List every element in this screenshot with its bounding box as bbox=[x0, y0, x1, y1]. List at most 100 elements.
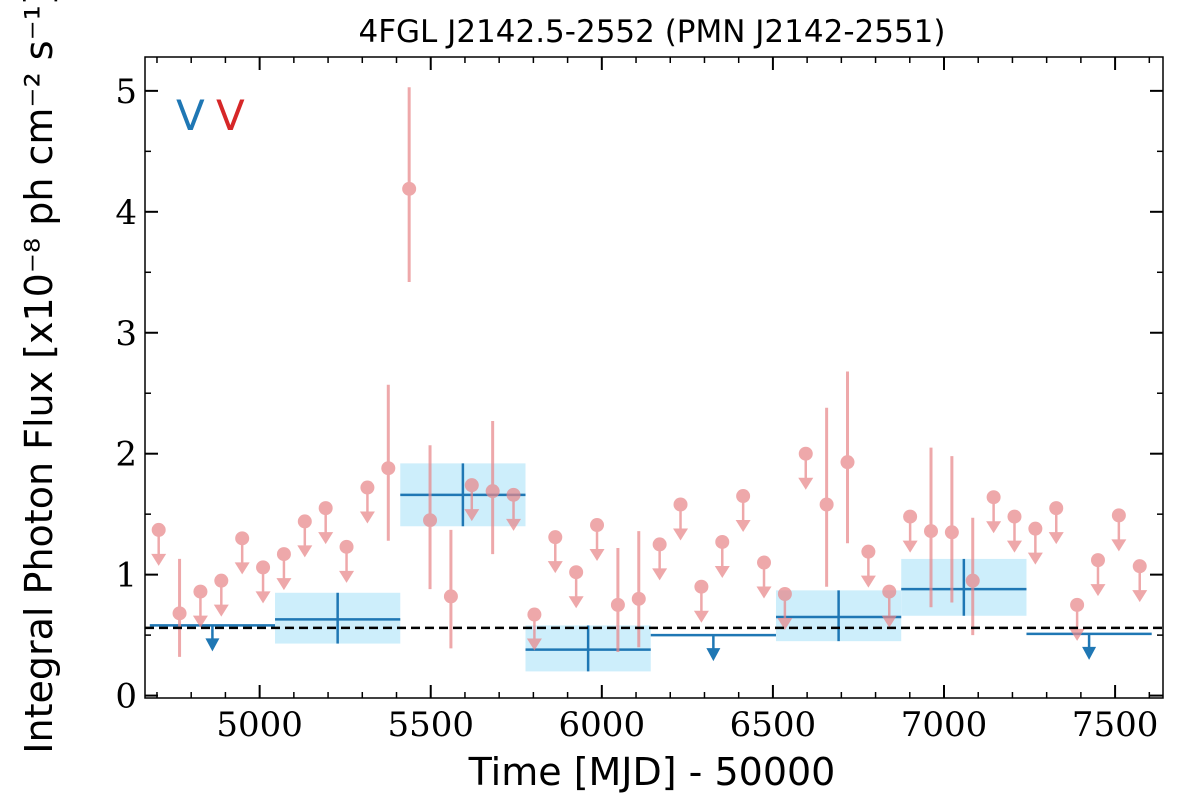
short-bin-point bbox=[610, 548, 625, 653]
short-bin-point bbox=[840, 371, 855, 544]
short-bin-point bbox=[923, 447, 938, 608]
x-tick-label: 5500 bbox=[387, 705, 474, 745]
short-bin-marker bbox=[1070, 597, 1085, 612]
short-bin-marker bbox=[151, 522, 166, 537]
short-bin-upper-limit-arrow bbox=[318, 532, 334, 545]
short-bin-upper-limit-arrow bbox=[213, 604, 229, 617]
short-bin-marker bbox=[1007, 509, 1022, 524]
short-bin-marker bbox=[193, 584, 208, 599]
short-bin-marker bbox=[1049, 501, 1064, 516]
short-bin-upper-limit-arrow bbox=[1111, 539, 1127, 552]
short-bin-point bbox=[1048, 501, 1064, 545]
short-bin-marker bbox=[757, 555, 772, 570]
short-bin-upper-limit-arrow bbox=[714, 565, 730, 578]
short-bin-marker bbox=[318, 501, 333, 516]
short-bin-point bbox=[965, 517, 980, 636]
long-bin-upper-limit-arrow bbox=[205, 638, 220, 652]
short-bin-point bbox=[798, 446, 814, 490]
y-tick-label: 4 bbox=[115, 193, 137, 233]
long-bin-upper-limit-arrow bbox=[706, 648, 721, 662]
short-bin-point bbox=[568, 565, 584, 609]
short-bin-upper-limit-arrow bbox=[881, 615, 897, 628]
short-bin-point bbox=[192, 584, 208, 628]
y-tick-label: 2 bbox=[115, 435, 137, 475]
short-bin-upper-limit-arrow bbox=[589, 549, 605, 562]
short-bin-upper-limit-arrow bbox=[1048, 532, 1064, 545]
short-bin-point bbox=[255, 560, 271, 604]
x-tick-label: 6000 bbox=[559, 705, 646, 745]
short-bin-point bbox=[881, 584, 897, 628]
short-bin-marker bbox=[256, 560, 271, 575]
short-bin-point bbox=[402, 87, 417, 282]
plot-frame bbox=[144, 56, 1164, 699]
short-bin-upper-limit-arrow bbox=[297, 545, 313, 558]
long-bin-point bbox=[525, 625, 651, 672]
short-bin-point bbox=[276, 547, 292, 591]
short-bin-point bbox=[986, 490, 1002, 534]
short-bin-marker bbox=[506, 487, 521, 502]
short-bin-marker bbox=[235, 531, 250, 546]
long-bin-point bbox=[650, 633, 776, 662]
short-bin-marker bbox=[548, 530, 563, 545]
y-tick-label: 3 bbox=[115, 314, 137, 354]
short-bin-point bbox=[1132, 559, 1148, 603]
short-bin-point bbox=[777, 586, 793, 630]
y-tick-label: 5 bbox=[115, 72, 137, 112]
short-bin-point bbox=[819, 407, 834, 587]
short-bin-point bbox=[213, 573, 229, 617]
short-bin-point bbox=[423, 445, 438, 590]
short-bin-point bbox=[756, 555, 772, 599]
long-bin-point bbox=[275, 592, 401, 644]
y-tick-label: 0 bbox=[115, 677, 137, 717]
y-axis-title: Integral Photon Flux [x10⁻⁸ ph cm⁻² s⁻¹] bbox=[17, 0, 61, 754]
chart-title: 4FGL J2142.5-2552 (PMN J2142-2551) bbox=[358, 14, 945, 50]
short-bin-upper-limit-arrow bbox=[1006, 540, 1022, 553]
legend-entry: V bbox=[176, 91, 205, 140]
short-bin-point bbox=[589, 518, 605, 562]
short-bin-marker bbox=[986, 490, 1001, 505]
short-bin-upper-limit-arrow bbox=[359, 511, 375, 524]
short-bin-point bbox=[714, 534, 730, 578]
short-bin-marker bbox=[944, 525, 959, 540]
short-bin-marker bbox=[652, 537, 667, 552]
short-bin-marker bbox=[840, 455, 855, 470]
short-bin-upper-limit-arrow bbox=[151, 553, 167, 566]
short-bin-marker bbox=[1132, 559, 1147, 574]
short-bin-marker bbox=[464, 478, 479, 493]
short-bin-marker bbox=[736, 489, 751, 504]
x-tick-label: 7000 bbox=[901, 705, 988, 745]
short-bin-point bbox=[693, 579, 709, 623]
short-bin-upper-limit-arrow bbox=[652, 568, 668, 581]
short-bin-marker bbox=[590, 518, 605, 533]
short-bin-marker bbox=[527, 607, 542, 622]
short-bin-point bbox=[673, 497, 689, 541]
short-bin-point bbox=[860, 544, 876, 588]
short-bin-marker bbox=[402, 181, 417, 196]
short-bin-upper-limit-arrow bbox=[1027, 552, 1043, 565]
plot-area bbox=[145, 87, 1163, 672]
short-bin-marker bbox=[882, 584, 897, 599]
short-bin-upper-limit-arrow bbox=[276, 578, 292, 591]
axes: 5000 5500 6000 6500 7000 7500 0 1 2 3 4 5 bbox=[115, 56, 1164, 745]
short-bin-marker bbox=[276, 547, 291, 562]
short-bin-marker bbox=[631, 591, 646, 606]
short-bin-upper-limit-arrow bbox=[192, 615, 208, 628]
short-bin-upper-limit-arrow bbox=[735, 520, 751, 533]
short-bin-marker bbox=[360, 480, 375, 495]
short-bin-marker bbox=[923, 524, 938, 539]
short-bin-point bbox=[443, 529, 458, 649]
x-tick-label: 5000 bbox=[216, 705, 303, 745]
short-bin-upper-limit-arrow bbox=[1090, 584, 1106, 597]
short-bin-marker bbox=[297, 514, 312, 529]
short-bin-upper-limit-arrow bbox=[693, 610, 709, 623]
short-bin-point bbox=[234, 531, 250, 575]
short-bin-point bbox=[172, 558, 187, 657]
short-bin-point bbox=[902, 509, 918, 553]
short-bin-upper-limit-arrow bbox=[547, 561, 563, 574]
short-bin-upper-limit-arrow bbox=[798, 477, 814, 490]
short-bin-upper-limit-arrow bbox=[673, 528, 689, 541]
short-bin-point bbox=[506, 487, 522, 531]
long-bin-point bbox=[400, 463, 526, 527]
short-bin-point bbox=[526, 607, 542, 651]
